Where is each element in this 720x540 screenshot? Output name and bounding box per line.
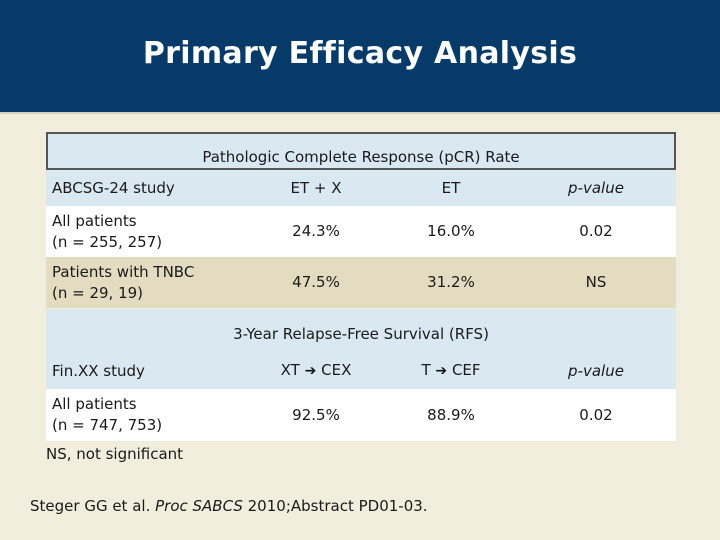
rfs-header-cex: CEX xyxy=(321,361,352,379)
row-label-line1: Patients with TNBC xyxy=(52,262,195,281)
citation-authors: Steger GG et al. xyxy=(30,497,156,515)
pcr-header-row: ABCSG-24 study ET + X ET p-value xyxy=(46,170,676,206)
pcr-header-study: ABCSG-24 study xyxy=(52,178,175,197)
rfs-header-t: T xyxy=(421,361,431,379)
value-et: 16.0% xyxy=(427,222,475,240)
rfs-header-t-cef: T ➔ CEF xyxy=(386,360,516,382)
value-pvalue: 0.02 xyxy=(579,222,613,240)
row-label-line2: (n = 255, 257) xyxy=(52,232,163,251)
row-label: All patients (n = 255, 257) xyxy=(46,211,246,253)
row-label: Patients with TNBC (n = 29, 19) xyxy=(46,262,246,304)
slide-title: Primary Efficacy Analysis xyxy=(142,36,578,71)
rfs-header-pvalue: p-value xyxy=(568,361,624,380)
right-arrow-icon: ➔ xyxy=(304,363,317,379)
table-row: Patients with TNBC (n = 29, 19) 47.5% 31… xyxy=(46,257,676,308)
rfs-header-study: Fin.XX study xyxy=(52,361,145,380)
citation-details: 2010;Abstract PD01-03. xyxy=(242,497,428,515)
pcr-section-header: Pathologic Complete Response (pCR) Rate xyxy=(46,132,676,170)
table-row: All patients (n = 255, 257) 24.3% 16.0% … xyxy=(46,206,676,257)
value-t: 88.9% xyxy=(427,405,475,424)
rfs-section-header: 3-Year Relapse-Free Survival (RFS) xyxy=(46,309,676,353)
citation: Steger GG et al. Proc SABCS 2010;Abstrac… xyxy=(30,497,428,515)
value-etx: 24.3% xyxy=(292,222,340,240)
table-row: All patients (n = 747, 753) 92.5% 88.9% … xyxy=(46,389,676,441)
rfs-header-xt: XT xyxy=(280,361,300,379)
rfs-section-label: 3-Year Relapse-Free Survival (RFS) xyxy=(233,325,489,343)
pcr-section-label: Pathologic Complete Response (pCR) Rate xyxy=(202,148,520,166)
footnote: NS, not significant xyxy=(46,445,184,463)
right-arrow-icon: ➔ xyxy=(435,363,448,379)
value-etx: 47.5% xyxy=(292,273,340,291)
row-label-line1: All patients xyxy=(52,395,137,413)
value-xt: 92.5% xyxy=(292,405,340,424)
pcr-header-et: ET xyxy=(441,178,461,197)
rfs-header-xt-cex: XT ➔ CEX xyxy=(246,360,386,382)
row-label-line2: (n = 747, 753) xyxy=(52,416,163,434)
rfs-header-row: Fin.XX study XT ➔ CEX T ➔ CEF p-value xyxy=(46,353,676,389)
rfs-header-cef: CEF xyxy=(451,361,481,379)
header-banner: Primary Efficacy Analysis xyxy=(0,0,720,114)
citation-journal: Proc SABCS xyxy=(155,497,243,515)
pcr-header-pvalue: p-value xyxy=(568,178,624,197)
row-label-line2: (n = 29, 19) xyxy=(52,283,144,302)
rfs-table: 3-Year Relapse-Free Survival (RFS) Fin.X… xyxy=(46,309,676,441)
row-label-line1: All patients xyxy=(52,211,137,230)
value-pvalue: NS xyxy=(585,273,607,291)
pcr-table: Pathologic Complete Response (pCR) Rate … xyxy=(46,132,676,308)
row-label: All patients (n = 747, 753) xyxy=(46,394,246,436)
value-pvalue: 0.02 xyxy=(579,405,613,424)
value-et: 31.2% xyxy=(427,273,475,291)
pcr-header-etx: ET + X xyxy=(290,178,342,197)
